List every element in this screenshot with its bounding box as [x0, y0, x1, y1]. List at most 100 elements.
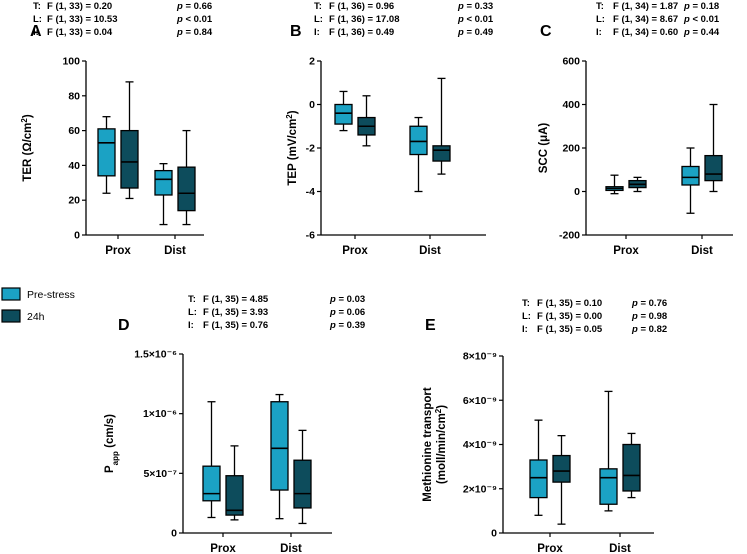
box-iqr [177, 166, 196, 212]
box-iqr [622, 443, 641, 492]
box-24h-prox [628, 176, 647, 193]
box-pre-stress-prox [202, 401, 221, 519]
stat-f-value: F (1, 35) = 0.10 [537, 298, 602, 309]
stat-key: T: [188, 294, 196, 305]
x-tick-label: Dist [419, 245, 441, 257]
box-iqr [293, 459, 312, 509]
box-24h-prox [120, 81, 139, 200]
x-tick-label: Dist [280, 543, 302, 554]
y-tick-label: 20 [68, 195, 80, 207]
x-tick-label: Dist [691, 245, 713, 257]
stat-p-value: p = 0.82 [631, 324, 667, 335]
x-tick-label: Prox [105, 245, 131, 257]
box-24h-dist [622, 432, 641, 499]
x-tick-label: Dist [609, 543, 631, 554]
box-24h-prox [552, 434, 571, 525]
y-tick-label: 8×10⁻⁹ [463, 351, 497, 363]
stat-p-value: p = 0.66 [176, 1, 212, 12]
box-pre-stress-prox [605, 174, 624, 195]
stat-f-value: F (1, 35) = 3.93 [203, 307, 268, 318]
y-tick-label: -6 [306, 230, 315, 242]
panel-letter: B [290, 23, 302, 40]
box-iqr [599, 468, 618, 505]
y-tick-label: 600 [562, 56, 580, 68]
stat-key: L: [596, 14, 605, 25]
y-tick-label: 100 [62, 56, 80, 68]
box-pre-stress-prox [334, 90, 353, 132]
stat-f-value: F (1, 33) = 0.04 [47, 27, 113, 38]
legend-label: Pre-stress [27, 289, 75, 301]
box-24h-dist [293, 429, 312, 525]
box-24h-dist [432, 77, 451, 175]
box-24h-prox [225, 445, 244, 521]
y-tick-label: 0 [309, 99, 315, 111]
y-tick-label: 0 [171, 528, 177, 540]
y-tick-label: 0 [491, 528, 497, 540]
panel-letter: A [30, 23, 42, 40]
stat-p-value: p = 0.49 [457, 27, 493, 38]
y-tick-label: 0 [74, 230, 80, 242]
panel-C: C T: F (1, 34) = 1.87 p = 0.18 L: F (1, 34) =… [538, 1, 733, 257]
box-iqr [681, 165, 700, 186]
y-tick-label: 200 [562, 143, 580, 155]
stat-p-value: p = 0.44 [683, 27, 720, 38]
box-iqr [202, 465, 221, 502]
panel-letter: E [425, 317, 436, 334]
stat-key: I: [596, 27, 602, 38]
box-pre-stress-dist [599, 390, 618, 512]
stat-key: T: [596, 1, 604, 12]
panel-B: B T: F (1, 36) = 0.96 p = 0.33 L: F (1, 36) =… [285, 1, 494, 257]
box-iqr [704, 154, 723, 182]
stat-key: L: [522, 311, 531, 322]
panel-letter: D [118, 317, 130, 334]
legend-swatch [1, 287, 21, 301]
box-pre-stress-prox [97, 116, 116, 194]
box-pre-stress-dist [270, 393, 289, 520]
stat-p-value: p = 0.76 [631, 298, 667, 309]
box-24h-dist [177, 129, 196, 226]
y-tick-label: 60 [68, 125, 80, 137]
stat-key: T: [33, 1, 41, 12]
stat-p-value: p = 0.18 [683, 1, 719, 12]
stat-p-value: p < 0.01 [457, 14, 494, 25]
y-axis-label: Methionine transport [422, 387, 434, 502]
stat-p-value: p = 0.84 [176, 27, 213, 38]
box-iqr [409, 125, 428, 156]
panel-D: D T: F (1, 35) = 4.85 p = 0.03 L: F (1, 35) =… [104, 294, 365, 554]
y-tick-label: 2×10⁻⁹ [463, 483, 497, 495]
stat-f-value: F (1, 33) = 0.20 [47, 1, 112, 12]
y-axis-label: SCC (μA) [538, 123, 550, 174]
y-tick-label: 2 [309, 56, 315, 68]
stat-key: I: [188, 320, 194, 331]
box-iqr [334, 103, 353, 125]
box-pre-stress-dist [681, 147, 700, 214]
stat-key: I: [522, 324, 528, 335]
y-tick-label: 80 [68, 90, 80, 102]
stat-f-value: F (1, 34) = 1.87 [613, 1, 678, 12]
y-tick-label: 0 [574, 186, 580, 198]
y-tick-label: -4 [306, 186, 315, 198]
x-tick-label: Prox [342, 245, 368, 257]
stat-key: T: [314, 1, 322, 12]
stat-key: L: [314, 14, 323, 25]
stat-f-value: F (1, 35) = 0.00 [537, 311, 602, 322]
stat-p-value: p < 0.01 [176, 14, 213, 25]
y-axis-label: TER (Ω/cm2) [20, 114, 35, 182]
box-24h-prox [357, 95, 376, 147]
box-iqr [120, 129, 139, 189]
box-iqr [97, 128, 116, 177]
stat-f-value: F (1, 36) = 17.08 [329, 14, 400, 25]
stat-p-value: p = 0.33 [457, 1, 493, 12]
y-tick-label: 5×10⁻⁷ [143, 468, 177, 480]
stat-p-value: p = 0.06 [329, 307, 365, 318]
stat-f-value: F (1, 35) = 0.76 [203, 320, 268, 331]
stat-f-value: F (1, 36) = 0.96 [329, 1, 394, 12]
y-axis-label-line2: (moll/min/cm2) [434, 405, 449, 484]
y-tick-label: 1×10⁻⁶ [143, 408, 177, 420]
stat-f-value: F (1, 35) = 4.85 [203, 294, 269, 305]
x-tick-label: Prox [210, 543, 236, 554]
stat-f-value: F (1, 34) = 8.67 [613, 14, 678, 25]
y-axis-label: Papp (cm/s) [104, 414, 120, 473]
y-tick-label: 400 [562, 99, 580, 111]
